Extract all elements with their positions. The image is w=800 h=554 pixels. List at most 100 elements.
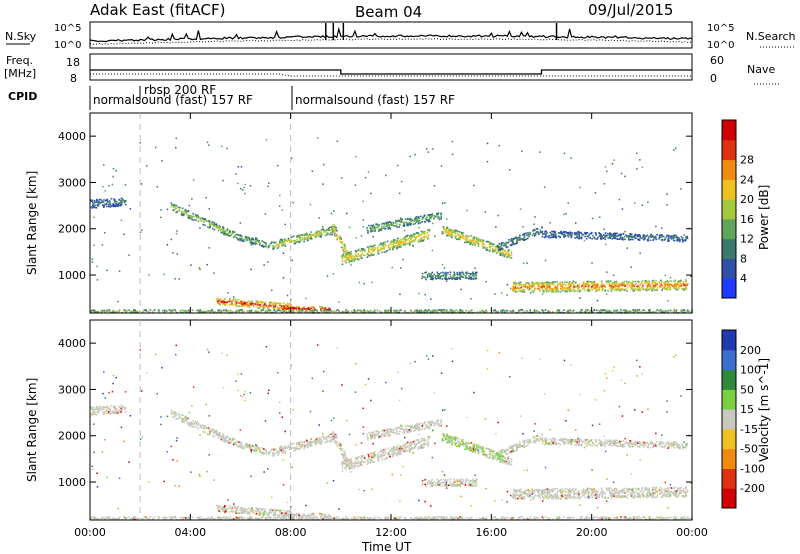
power-point [400,309,402,311]
velocity-point [423,443,425,446]
power-point [609,280,612,282]
power-point [96,265,98,267]
power-point [244,192,246,195]
power-point [628,281,631,283]
power-point [93,201,96,204]
power-point [391,248,394,251]
power-point [392,225,395,227]
power-point [507,241,510,243]
power-point [272,245,275,247]
power-point [440,213,443,216]
power-point [510,239,513,241]
velocity-point [289,447,291,450]
power-point [334,234,336,237]
power-point [260,300,263,303]
power-point [104,190,106,192]
velocity-point [348,467,351,469]
power-point [546,283,549,285]
power-point [563,287,566,289]
power-point [639,237,642,239]
power-point [620,309,622,311]
power-point [569,281,571,283]
power-point [351,260,353,263]
power-point [610,235,613,238]
power-point [276,302,279,305]
power-point [620,237,623,240]
power-point [415,218,417,220]
power-point [637,281,640,284]
power-point [417,241,420,243]
power-point [538,233,540,235]
velocity-point [342,456,345,459]
power-point [281,238,283,241]
power-point [499,250,501,253]
power-point [372,245,374,248]
velocity-scatter-points [90,344,693,521]
power-point [228,230,231,232]
velocity-point [276,454,279,456]
velocity-point [355,462,357,465]
power-point [190,264,192,266]
velocity-point [351,464,354,466]
power-point [551,290,553,293]
power-point [327,233,329,236]
power-point [676,280,679,283]
power-point [577,230,579,233]
power-point [181,207,184,210]
power-point [160,209,162,211]
power-point [550,234,553,236]
power-point [523,239,526,241]
velocity-point [370,461,372,463]
power-point [410,220,412,223]
power-point [406,238,408,241]
power-point [238,309,240,312]
power-point [604,166,607,168]
station-title: Adak East (fitACF) [90,1,225,19]
power-point [170,238,173,241]
velocity-point [192,422,195,425]
velocity-point [218,433,220,436]
power-point [630,266,632,268]
power-point [454,232,456,234]
power-point [274,245,277,248]
power-point [217,300,219,303]
power-point [454,229,457,232]
velocity-point [322,435,324,437]
power-point [520,286,522,289]
velocity-point [339,447,341,450]
velocity-point [314,440,317,443]
power-point [521,289,523,292]
velocity-point [306,443,308,446]
power-point [506,310,509,312]
power-point [305,234,307,236]
power-point [227,232,230,235]
power-point [239,238,242,241]
power-point [262,305,265,308]
power-point [358,255,360,257]
power-point [531,282,534,285]
power-point [205,220,207,222]
power-point [228,300,231,303]
velocity-point [229,438,231,441]
power-point [357,309,359,312]
velocity-point [179,413,181,416]
power-point [436,271,438,274]
power-point [354,310,356,312]
power-point [188,217,191,220]
power-point [227,228,229,231]
velocity-point [252,445,254,447]
power-point [641,282,643,285]
power-point [659,234,661,236]
power-point [315,235,317,237]
power-point [302,307,305,310]
power-point [361,257,363,260]
power-point [316,309,319,312]
power-point [298,237,301,240]
power-point [668,239,670,242]
power-point [555,288,558,290]
velocity-point [371,459,373,462]
power-point [516,282,518,285]
power-point [505,241,507,244]
power-point [311,309,313,312]
power-point [634,234,637,236]
